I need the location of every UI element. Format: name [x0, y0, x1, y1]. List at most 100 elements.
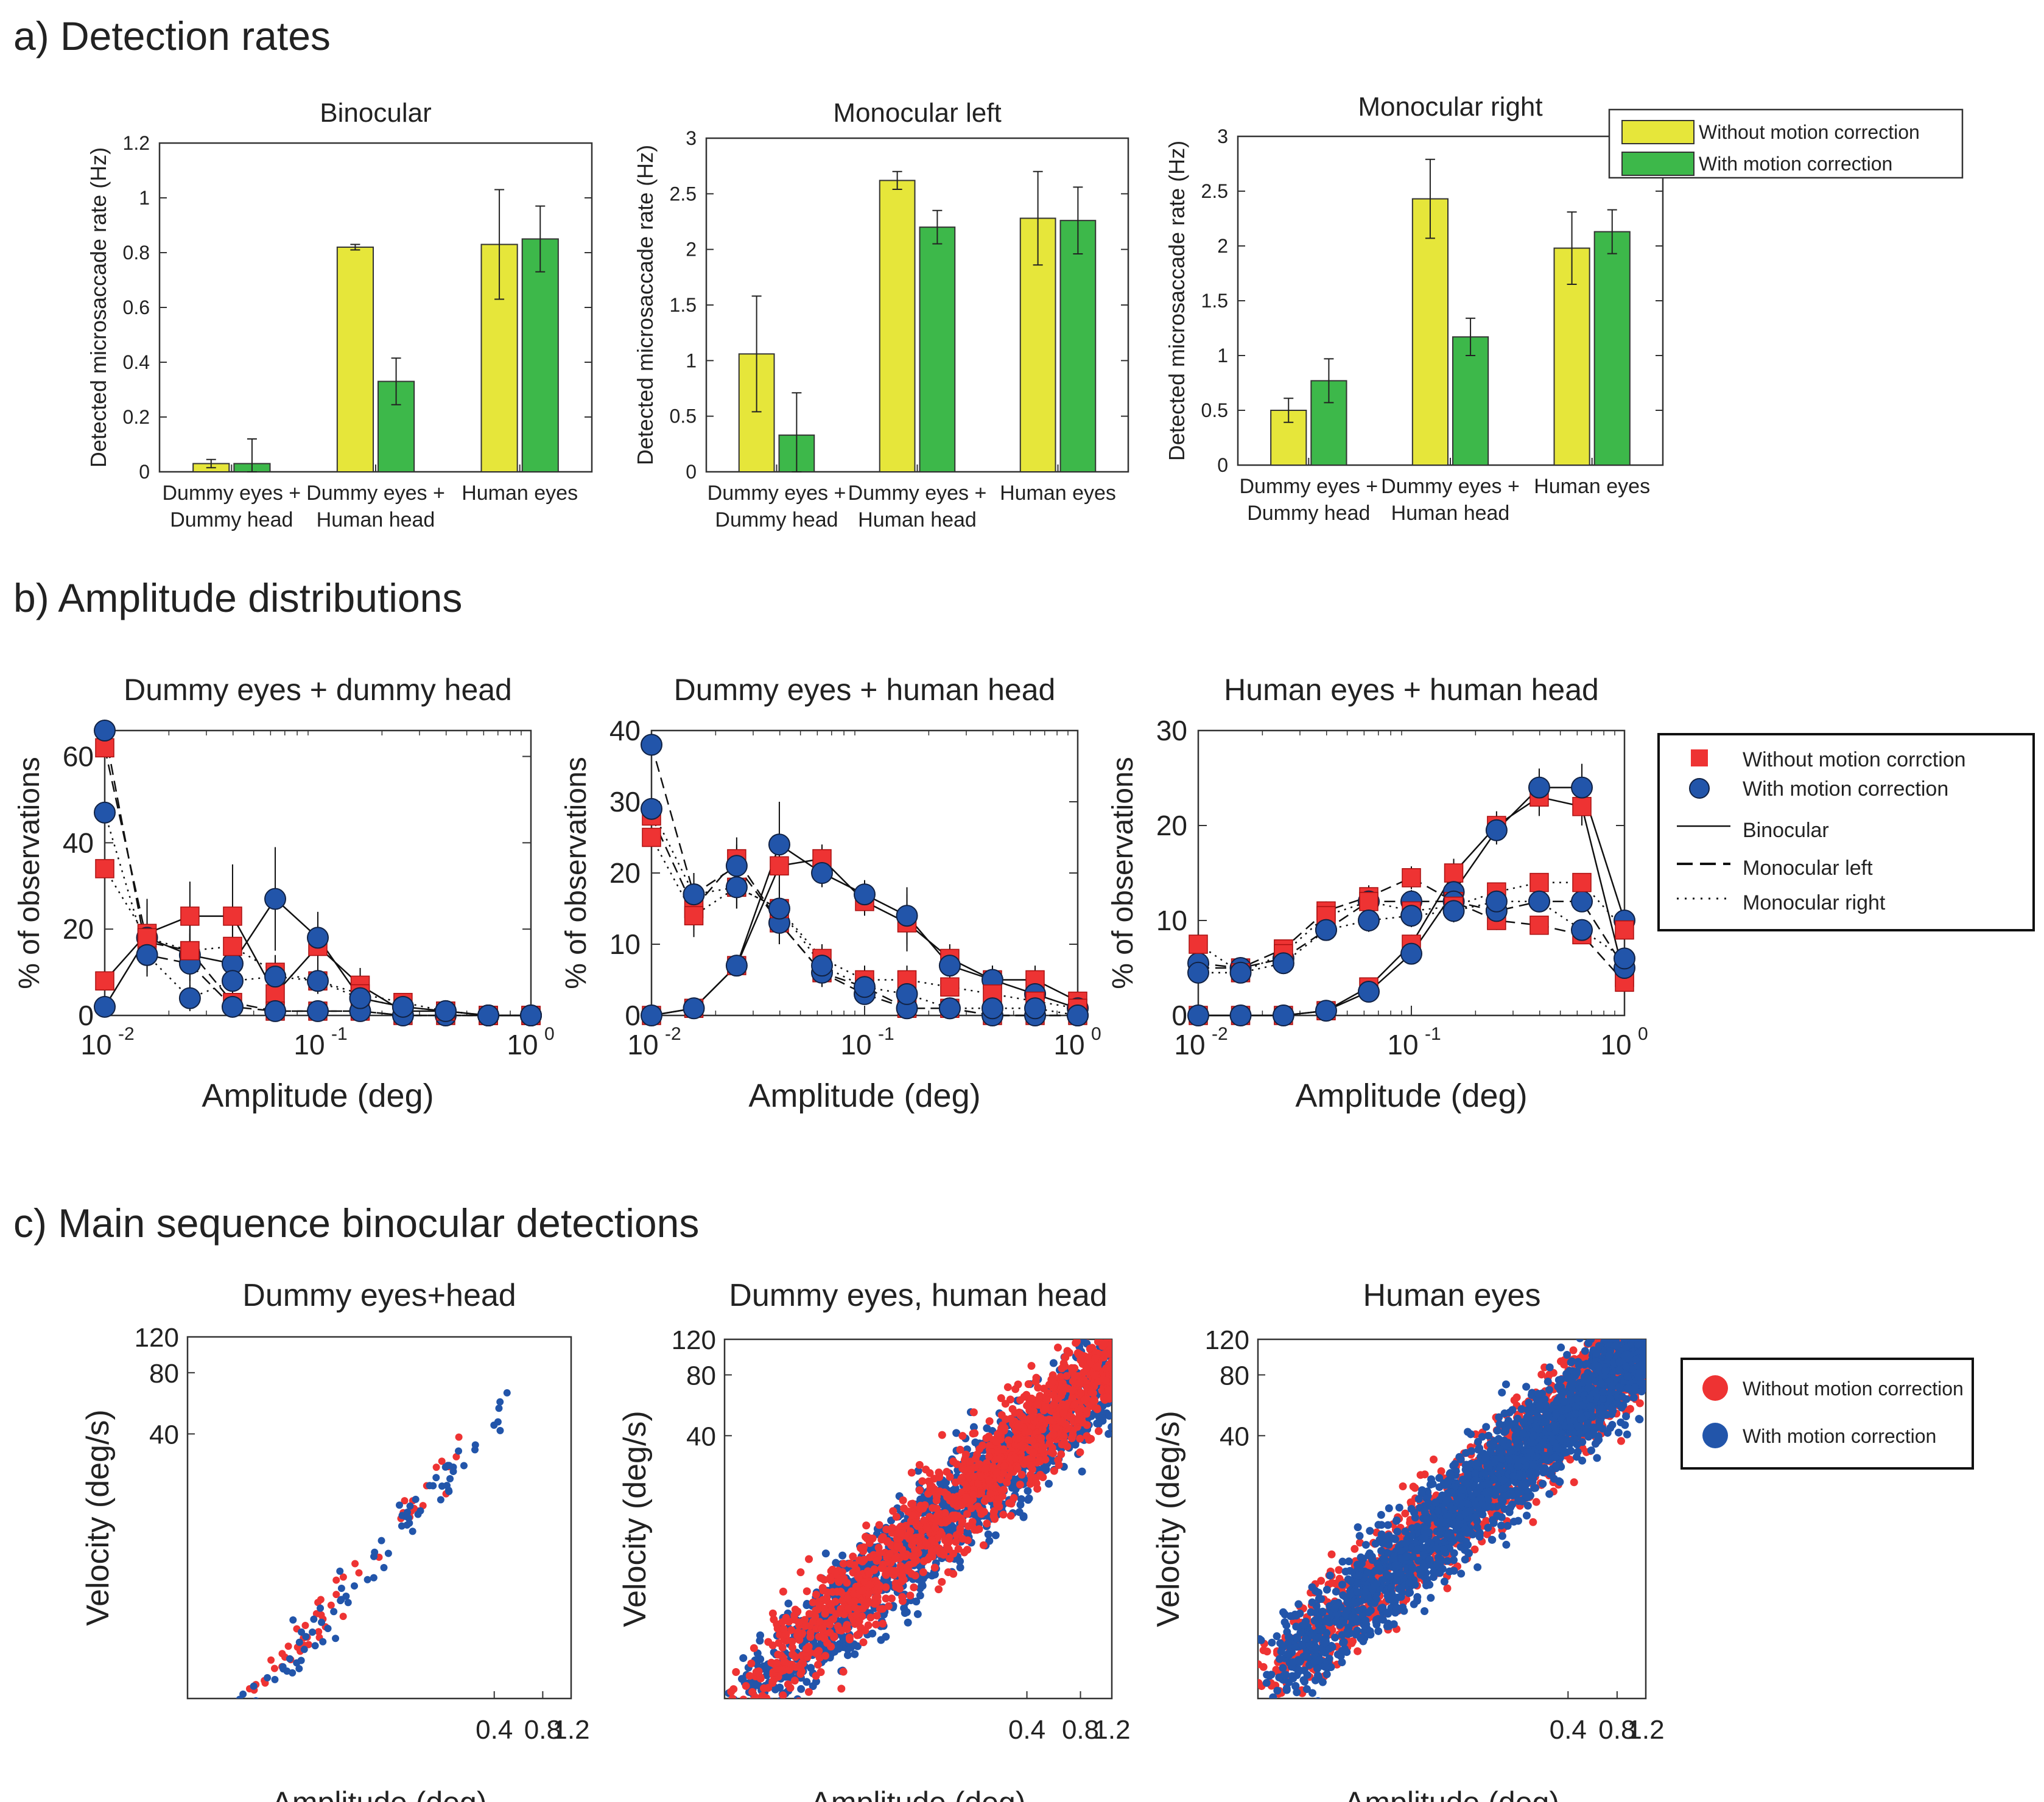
scatter-point	[189, 1763, 197, 1770]
scatter-point	[942, 1478, 950, 1487]
scatter-point	[911, 1571, 919, 1580]
scatter-point	[1020, 1392, 1028, 1401]
scatter-point	[906, 1527, 915, 1535]
marker-circle	[307, 927, 329, 949]
marker-circle	[1315, 919, 1337, 941]
scatter-point	[1087, 1389, 1096, 1397]
scatter-point	[860, 1555, 868, 1564]
scatter-point	[1594, 1324, 1602, 1332]
scatter-point	[804, 1688, 813, 1696]
scatter-point	[1045, 1479, 1053, 1488]
legend-label: With motion correction	[1743, 777, 1948, 801]
scatter-point	[840, 1575, 848, 1583]
y-tick-label: 1	[1217, 345, 1228, 366]
scatter-point	[355, 1569, 363, 1577]
scatter-point	[918, 1580, 926, 1588]
scatter-point	[802, 1587, 811, 1596]
scatter-point	[812, 1649, 820, 1658]
scatter-point	[954, 1544, 963, 1553]
scatter-point	[1599, 1325, 1607, 1333]
scatter-point	[1638, 1315, 1646, 1323]
scatter-point	[1065, 1348, 1073, 1357]
scatter-point	[932, 1496, 941, 1505]
y-axis-label: Velocity (deg/s)	[80, 1409, 116, 1626]
x-axis-label: Amplitude (deg)	[1295, 1078, 1527, 1114]
scatter-point	[1637, 1304, 1645, 1312]
scatter-point	[1634, 1311, 1642, 1319]
marker-circle	[725, 955, 748, 977]
scatter-point	[1011, 1409, 1019, 1417]
scatter-point	[503, 1389, 511, 1397]
marker-square	[770, 856, 789, 876]
scatter-point	[1569, 1346, 1578, 1355]
scatter-point	[785, 1618, 793, 1626]
scatter-point	[496, 1398, 504, 1406]
scatter-point	[802, 1678, 811, 1686]
scatter-point	[1101, 1331, 1109, 1339]
scatter-point	[452, 1453, 460, 1460]
scatter-point	[780, 1657, 788, 1666]
scatter-point	[1628, 1328, 1636, 1336]
scatter-point	[1098, 1324, 1106, 1332]
scatter-point	[916, 1591, 924, 1600]
scatter-point	[401, 1497, 409, 1505]
scatter-point	[971, 1429, 979, 1437]
scatter-point	[1091, 1354, 1100, 1362]
scatter-point	[1037, 1414, 1045, 1423]
scatter-point	[1618, 1306, 1626, 1314]
scatter-point	[1335, 1566, 1343, 1574]
scatter-point	[931, 1524, 939, 1532]
chart-title: Dummy eyes + human head	[674, 673, 1056, 707]
marker-circle	[1272, 1004, 1294, 1026]
scatter-point	[764, 1725, 771, 1733]
y-tick-label: 80	[1220, 1361, 1249, 1390]
scatter-point	[209, 1743, 216, 1750]
scatter-point	[1640, 1274, 1648, 1282]
scatter-point	[455, 1447, 463, 1455]
scatter-point	[370, 1574, 378, 1582]
marker-square	[1189, 934, 1208, 954]
marker-square	[223, 906, 242, 926]
scatter-point	[327, 1601, 335, 1609]
scatter-chart-2: Dummy eyes, human head40801200.40.81.2Am…	[617, 1278, 1131, 1802]
legend-swatch	[1621, 120, 1695, 144]
scatter-point	[239, 1711, 247, 1719]
x-tick-label: Human head	[1391, 502, 1510, 525]
section-title-b: b) Amplitude distributions	[13, 575, 462, 620]
scatter-point	[1430, 1455, 1438, 1464]
scatter-point	[409, 1527, 416, 1535]
scatter-point	[843, 1594, 852, 1602]
scatter-point	[827, 1616, 836, 1624]
scatter-point	[1013, 1464, 1022, 1473]
scatter-point	[938, 1431, 946, 1439]
scatter-point	[963, 1510, 971, 1518]
scatter-point	[918, 1477, 927, 1485]
scatter-point	[821, 1652, 830, 1660]
scatter-point	[759, 1684, 768, 1692]
scatter-point	[813, 1661, 822, 1669]
series-line	[1198, 877, 1625, 983]
scatter-point	[768, 1677, 777, 1686]
scatter-point	[802, 1644, 810, 1653]
y-tick-label: 120	[672, 1325, 716, 1355]
marker-square	[940, 977, 960, 997]
y-tick-label: 10	[609, 928, 641, 960]
marker-square	[1444, 863, 1464, 883]
scatter-point	[1026, 1461, 1034, 1470]
scatter-point	[757, 1704, 765, 1712]
scatter-point	[412, 1495, 420, 1503]
scatter-point	[1401, 1509, 1410, 1518]
scatter-point	[1105, 1429, 1112, 1438]
scatter-point	[317, 1604, 325, 1612]
y-tick-label: 0	[1217, 454, 1228, 476]
marker-circle	[307, 970, 329, 992]
scatter-point	[1004, 1436, 1013, 1445]
scatter-point	[1623, 1331, 1631, 1339]
scatter-point	[882, 1583, 890, 1591]
marker-square	[1529, 916, 1549, 935]
y-tick-label: 0.5	[670, 405, 697, 427]
scatter-point	[1048, 1378, 1056, 1386]
scatter-point	[337, 1597, 345, 1605]
